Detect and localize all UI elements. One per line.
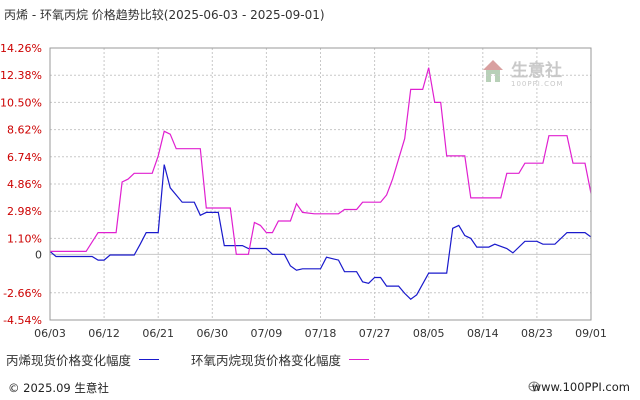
y-tick-label: 6.74% bbox=[7, 151, 42, 164]
watermark-brand: 生意社 bbox=[511, 60, 562, 81]
y-tick-label: 10.50% bbox=[0, 96, 42, 109]
x-tick-label: 07/18 bbox=[305, 327, 337, 340]
legend-item-series2: 环氧丙烷现货价格变化幅度 bbox=[191, 350, 370, 369]
x-tick-label: 06/30 bbox=[196, 327, 228, 340]
footer-site: www.100PPI.com bbox=[531, 380, 630, 394]
chart-grid bbox=[49, 47, 592, 321]
legend-swatch-series1 bbox=[139, 359, 160, 360]
x-axis-ticks: 06/03 06/12 06/21 06/30 07/09 07/18 07/27 08/05… bbox=[34, 327, 607, 340]
x-tick-label: 08/23 bbox=[521, 327, 553, 340]
x-tick-label: 09/01 bbox=[575, 327, 607, 340]
y-tick-label: 0 bbox=[35, 248, 42, 261]
y-tick-label: -4.54% bbox=[3, 314, 42, 327]
house-icon bbox=[483, 60, 503, 82]
y-axis-ticks: 14.26% 12.38% 10.50% 8.62% 6.74% 4.86% 2.98% 1.… bbox=[0, 42, 42, 327]
plot-frame bbox=[49, 47, 592, 321]
x-tick-label: 08/14 bbox=[467, 327, 499, 340]
chart-title: 丙烯 - 环氧丙烷 价格趋势比较(2025-06-03 - 2025-09-01… bbox=[4, 8, 325, 22]
legend-swatch-series2 bbox=[349, 359, 370, 360]
y-tick-label: 4.86% bbox=[7, 178, 42, 191]
x-tick-label: 06/03 bbox=[34, 327, 66, 340]
y-tick-label: 12.38% bbox=[0, 69, 42, 82]
legend-label-series2: 环氧丙烷现货价格变化幅度 bbox=[191, 353, 342, 368]
x-tick-label: 06/12 bbox=[88, 327, 120, 340]
chart-legend: 丙烯现货价格变化幅度 环氧丙烷现货价格变化幅度 bbox=[6, 350, 401, 369]
legend-label-series1: 丙烯现货价格变化幅度 bbox=[6, 353, 132, 368]
series-line-1 bbox=[49, 164, 592, 300]
x-tick-label: 06/21 bbox=[142, 327, 174, 340]
series-line-2 bbox=[50, 67, 592, 255]
x-tick-label: 07/09 bbox=[251, 327, 283, 340]
y-tick-label: 14.26% bbox=[0, 42, 42, 55]
chart-series bbox=[49, 67, 592, 300]
y-tick-label: 8.62% bbox=[7, 124, 42, 137]
y-tick-label: 2.98% bbox=[7, 205, 42, 218]
y-tick-label: -2.66% bbox=[3, 287, 42, 300]
globe-icon bbox=[528, 381, 540, 392]
legend-item-series1: 丙烯现货价格变化幅度 bbox=[6, 350, 160, 369]
x-tick-label: 08/05 bbox=[413, 327, 445, 340]
x-tick-label: 07/27 bbox=[359, 327, 391, 340]
footer-copyright: © 2025.09 生意社 bbox=[8, 381, 109, 395]
y-tick-label: 1.10% bbox=[7, 232, 42, 245]
